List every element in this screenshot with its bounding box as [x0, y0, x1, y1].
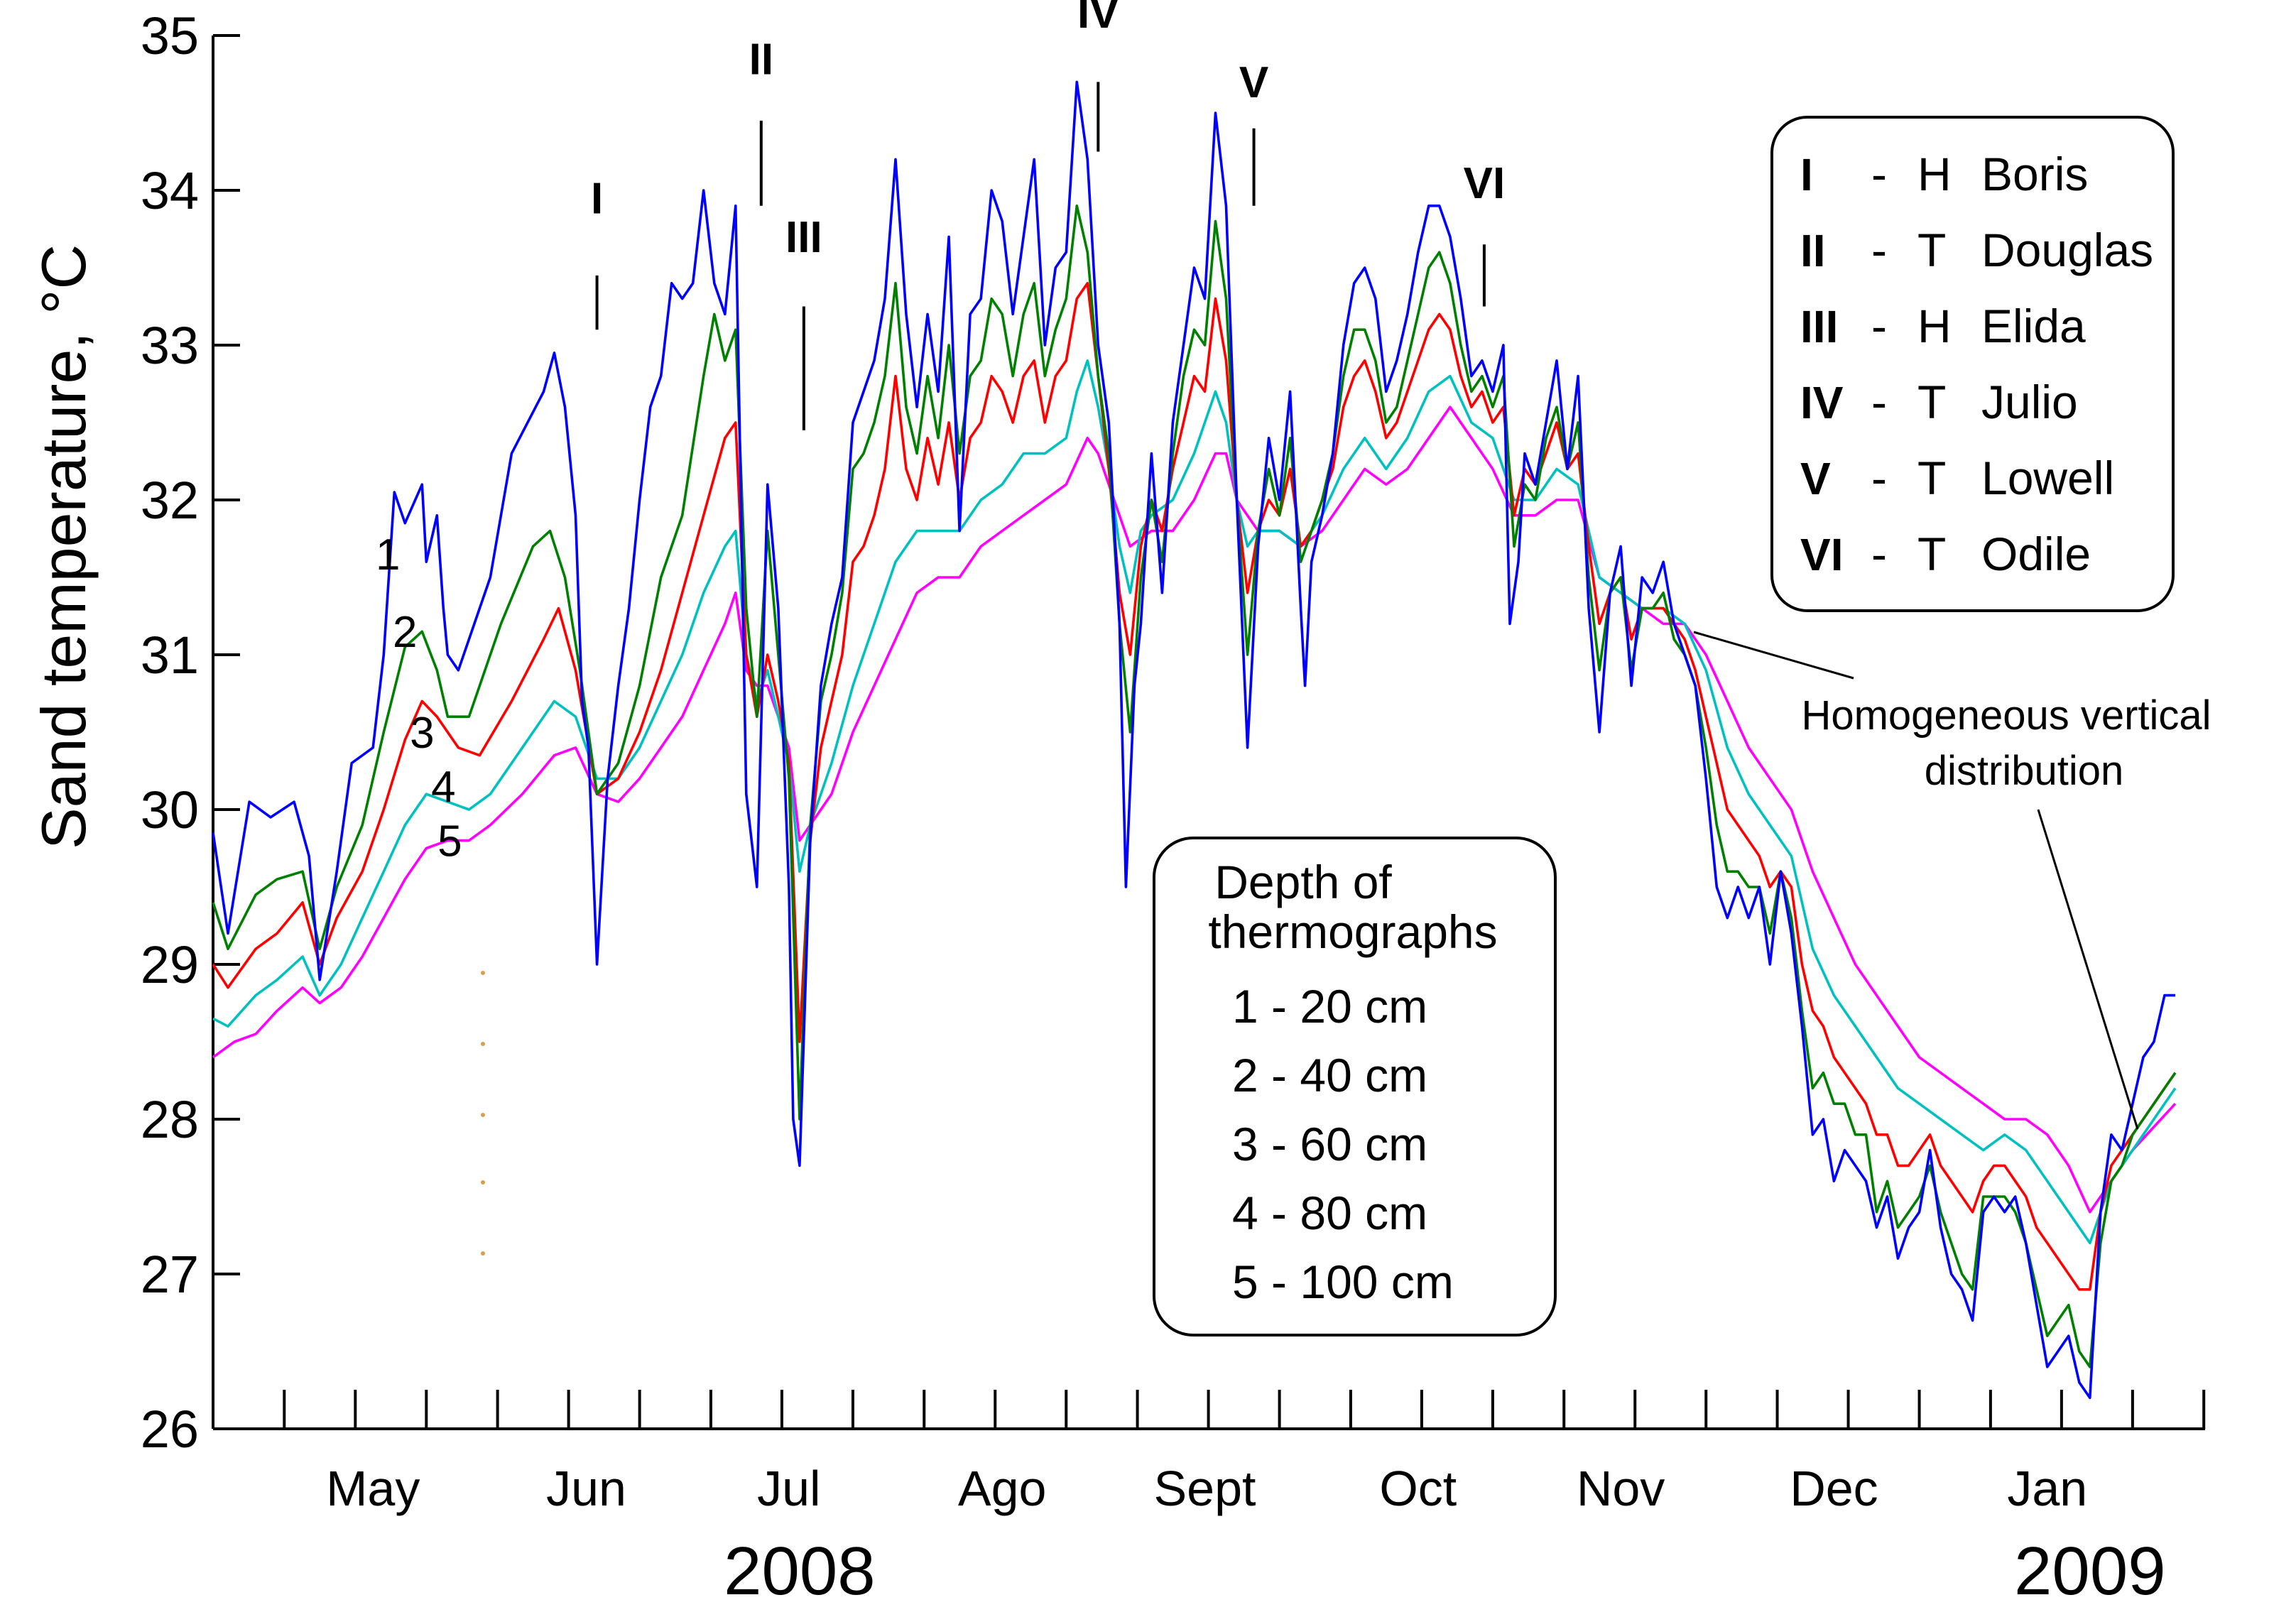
y-tick-label: 27	[141, 1245, 199, 1304]
annotation-line-2: distribution	[1925, 748, 2123, 794]
y-tick-label: 31	[141, 626, 199, 685]
annotation-line-1: Homogeneous vertical	[1801, 692, 2211, 739]
storm-legend-dash: -	[1871, 376, 1887, 428]
storm-legend-number: II	[1800, 225, 1826, 276]
depth-legend-title-2: thermographs	[1208, 905, 1497, 958]
storm-legend-name: Elida	[1981, 300, 2086, 352]
x-year-label: 2009	[2014, 1533, 2166, 1609]
y-tick-label: 30	[141, 780, 199, 839]
x-tick-label-month: Nov	[1577, 1461, 1665, 1516]
curve-number-label: 4	[431, 763, 455, 812]
series-line-1	[212, 80, 2175, 1400]
curve-labels: 1 2 3 4 5	[376, 530, 462, 866]
x-tick-label-month: Oct	[1379, 1461, 1457, 1516]
storm-legend-type: H	[1917, 300, 1952, 352]
x-tick-label-month: May	[326, 1461, 420, 1516]
event-label-VI: VI	[1464, 159, 1506, 208]
storm-legend-box	[1770, 116, 2175, 612]
dot	[481, 1113, 485, 1117]
curve-number-label: 2	[393, 608, 417, 657]
y-tick-label: 28	[141, 1090, 199, 1149]
storm-legend-type: T	[1917, 376, 1946, 428]
y-tick-label: 34	[141, 161, 199, 220]
storm-legend-type: H	[1917, 148, 1952, 200]
series-line-5	[212, 405, 2177, 1214]
series-line-4	[212, 359, 2177, 1245]
storm-legend-type: T	[1917, 224, 1946, 276]
storm-legend-number: III	[1800, 301, 1838, 352]
event-label-III: III	[785, 213, 822, 262]
curve-number-label: 1	[376, 530, 400, 579]
depth-legend-title-1: Depth of	[1214, 856, 1392, 908]
depth-legend: Depth of thermographs 1 - 20 cm 2 - 40 c…	[1153, 837, 1557, 1336]
x-tick-label-month: Jun	[546, 1461, 626, 1516]
y-tick-label: 32	[141, 471, 199, 530]
storm-legend-name: Odile	[1981, 528, 2091, 580]
storm-legend-name: Lowell	[1981, 452, 2114, 504]
x-tick-label-month: Jul	[757, 1461, 820, 1516]
x-tick-label-month: Jan	[2007, 1461, 2087, 1516]
event-label-I: I	[591, 175, 603, 224]
storm-legend-number: VI	[1800, 529, 1843, 580]
x-ticks: May Jun Jul Ago Sept Oct Nov Dec Jan 2008 2009	[212, 1390, 2206, 1609]
dot	[481, 1042, 485, 1046]
y-tick-label: 33	[141, 316, 199, 375]
x-year-label: 2008	[724, 1533, 876, 1609]
y-tick-label: 29	[141, 935, 199, 994]
dot	[481, 971, 485, 975]
storm-legend-name: Douglas	[1981, 224, 2153, 276]
storm-legend-number: I	[1800, 149, 1813, 200]
dot	[481, 1180, 485, 1185]
curve-number-label: 5	[437, 817, 462, 866]
storm-legend-dash: -	[1871, 452, 1887, 504]
event-label-II: II	[749, 36, 773, 85]
storm-legend-type: T	[1917, 528, 1946, 580]
homogeneous-annotation: Homogeneous vertical distribution	[1693, 631, 2211, 1130]
y-ticks: 26 27 28 29 30 31 32 33 34 35	[141, 6, 240, 1459]
series-group	[212, 80, 2177, 1400]
depth-legend-box	[1153, 837, 1557, 1336]
x-tick-label-month: Dec	[1790, 1461, 1878, 1516]
storm-legend-number: IV	[1800, 377, 1844, 428]
dot	[481, 1251, 485, 1256]
storm-legend-dash: -	[1871, 148, 1887, 200]
series-line-2	[212, 205, 2177, 1368]
storm-legend-dash: -	[1871, 528, 1887, 580]
annotation-pointer-lower	[2037, 809, 2139, 1130]
depth-legend-item: 1 - 20 cm	[1232, 980, 1427, 1033]
depth-legend-item: 4 - 80 cm	[1232, 1187, 1427, 1239]
depth-legend-item: 3 - 60 cm	[1232, 1118, 1427, 1170]
storm-legend-type: T	[1917, 452, 1946, 504]
event-label-V: V	[1239, 58, 1268, 107]
storm-legend-name: Julio	[1981, 376, 2078, 428]
x-tick-label-month: Sept	[1153, 1461, 1256, 1516]
depth-legend-item: 5 - 100 cm	[1232, 1256, 1454, 1308]
storm-legend-name: Boris	[1981, 148, 2088, 200]
y-axis-label: Sand temperature, °C	[28, 244, 99, 849]
depth-legend-item: 2 - 40 cm	[1232, 1049, 1427, 1101]
storm-legend-dash: -	[1871, 300, 1887, 352]
storm-legend-dash: -	[1871, 224, 1887, 276]
y-tick-label: 35	[141, 6, 199, 65]
decor-dots	[481, 971, 485, 1256]
event-label-IV: IV	[1077, 0, 1119, 38]
curve-number-label: 3	[410, 709, 434, 758]
annotation-pointer-upper	[1693, 631, 1854, 680]
y-tick-label: 26	[141, 1400, 199, 1459]
storm-legend-number: V	[1800, 453, 1831, 504]
x-tick-label-month: Ago	[958, 1461, 1047, 1516]
